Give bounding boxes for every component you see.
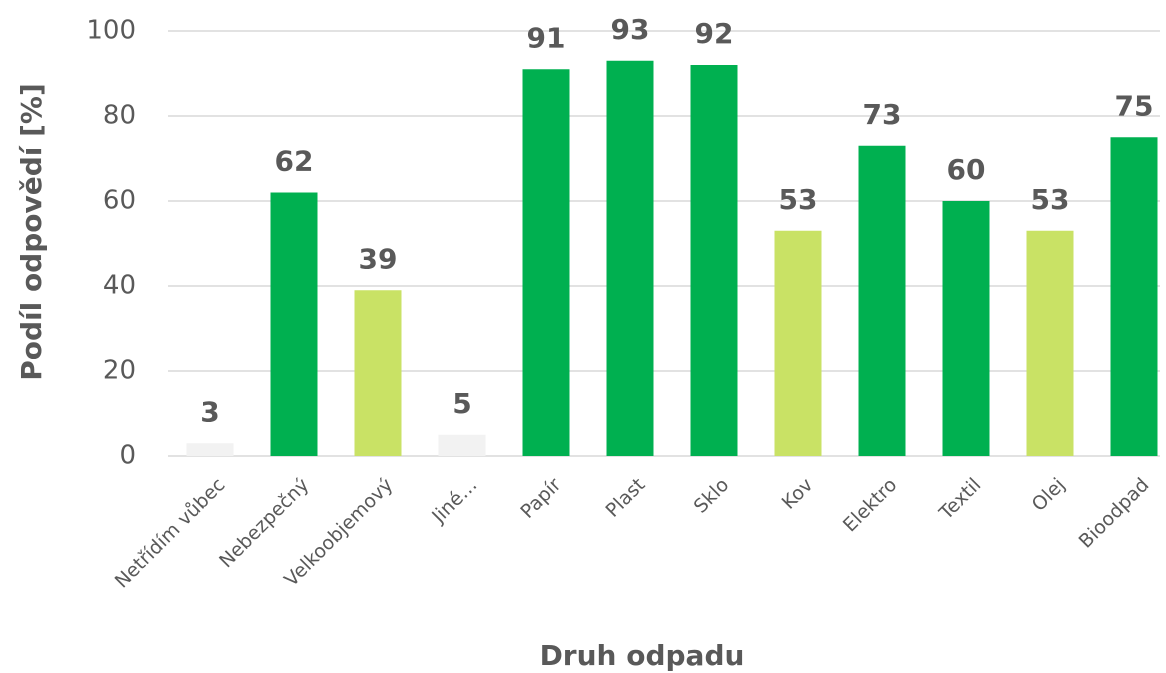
x-tick-label: Netřídím vůbec <box>111 474 230 593</box>
x-tick-label: Jiné… <box>427 474 481 528</box>
bar <box>690 65 738 456</box>
x-tick-label: Elektro <box>839 474 902 537</box>
data-label: 75 <box>1115 89 1154 122</box>
x-tick-label: Textil <box>935 474 986 525</box>
bar <box>1026 230 1074 456</box>
data-label: 60 <box>947 153 986 186</box>
data-label: 93 <box>611 13 650 46</box>
bar <box>186 443 234 456</box>
data-label: 73 <box>863 98 902 131</box>
data-label: 91 <box>527 21 566 54</box>
data-label: 62 <box>275 145 314 178</box>
y-tick-label: 100 <box>86 16 136 46</box>
x-axis-label: Druh odpadu <box>540 639 745 672</box>
data-label: 3 <box>200 395 219 428</box>
data-label: 53 <box>779 183 818 216</box>
bar <box>354 290 402 456</box>
x-tick-label: Plast <box>602 474 650 522</box>
bar <box>606 60 654 456</box>
y-tick-label: 60 <box>103 186 136 216</box>
y-axis-label: Podíl odpovědí [%] <box>15 83 48 381</box>
bar <box>522 69 570 456</box>
data-label: 92 <box>695 17 734 50</box>
bar <box>270 192 318 456</box>
x-tick-label: Kov <box>778 474 818 514</box>
bar <box>942 201 990 456</box>
bar <box>774 230 822 456</box>
bar <box>1110 137 1158 456</box>
y-tick-label: 80 <box>103 101 136 131</box>
x-tick-label: Sklo <box>690 474 734 518</box>
data-label: 39 <box>359 242 398 275</box>
y-tick-label: 0 <box>119 441 136 471</box>
data-label: 53 <box>1031 183 1070 216</box>
x-tick-label: Bioodpad <box>1075 474 1154 553</box>
data-label: 5 <box>452 387 471 420</box>
y-tick-label: 40 <box>103 271 136 301</box>
x-tick-label: Olej <box>1028 474 1070 516</box>
bar <box>858 145 906 456</box>
y-tick-label: 20 <box>103 356 136 386</box>
bar <box>438 434 486 456</box>
x-tick-label: Papír <box>516 474 565 523</box>
